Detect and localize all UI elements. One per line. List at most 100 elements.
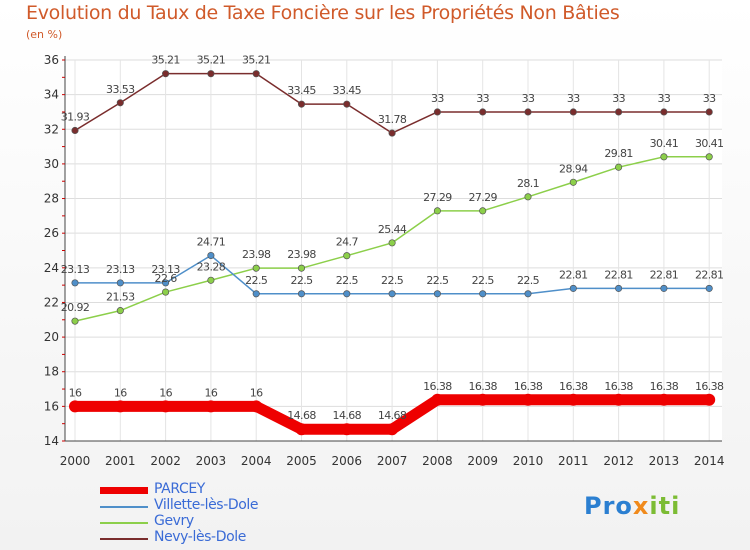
data-point-gevry xyxy=(615,163,623,171)
legend-label: Villette-lès-Dole xyxy=(154,497,259,513)
data-point-gevry xyxy=(207,276,215,284)
data-point-gevry xyxy=(116,307,124,315)
data-point-villette-l-s-dole xyxy=(705,284,713,292)
data-label-parcey: 16 xyxy=(159,386,172,399)
data-label-villette-l-s-dole: 23.13 xyxy=(106,263,135,276)
data-point-villette-l-s-dole xyxy=(297,290,306,298)
data-label-nevy-l-s-dole: 31.93 xyxy=(61,110,90,123)
y-tick-label: 32 xyxy=(44,122,59,136)
data-point-nevy-l-s-dole xyxy=(660,108,668,116)
y-tick-label: 14 xyxy=(44,434,59,448)
data-label-villette-l-s-dole: 24.71 xyxy=(197,236,226,249)
x-tick-label: 2004 xyxy=(241,454,272,468)
data-label-gevry: 27.29 xyxy=(468,191,497,204)
data-label-villette-l-s-dole: 22.5 xyxy=(245,274,268,287)
y-tick-label: 26 xyxy=(44,226,59,240)
data-point-villette-l-s-dole xyxy=(660,284,668,292)
data-point-parcey xyxy=(476,393,489,406)
legend-label: Nevy-lès-Dole xyxy=(154,529,246,545)
data-label-parcey: 14.68 xyxy=(333,409,362,422)
x-tick-label: 2006 xyxy=(332,454,363,468)
data-point-nevy-l-s-dole xyxy=(615,108,623,116)
data-point-gevry xyxy=(660,153,668,161)
legend-swatch xyxy=(100,538,148,540)
data-point-gevry xyxy=(569,178,577,186)
data-point-nevy-l-s-dole xyxy=(116,99,124,107)
chart-unit-label: (en %) xyxy=(26,28,63,41)
x-tick-label: 2003 xyxy=(196,454,227,468)
x-tick-label: 2008 xyxy=(422,454,453,468)
data-point-gevry xyxy=(162,288,170,296)
data-point-parcey xyxy=(431,393,444,406)
data-point-villette-l-s-dole xyxy=(71,279,79,287)
data-label-gevry: 30.41 xyxy=(650,137,679,150)
x-tick-label: 2014 xyxy=(694,454,725,468)
data-point-gevry xyxy=(252,264,260,272)
data-label-nevy-l-s-dole: 33 xyxy=(657,92,670,105)
data-label-gevry: 28.1 xyxy=(517,177,539,190)
data-point-parcey xyxy=(657,393,670,406)
data-label-gevry: 30.41 xyxy=(695,137,724,150)
data-point-villette-l-s-dole xyxy=(116,279,124,287)
legend-label: Gevry xyxy=(154,513,194,529)
data-point-nevy-l-s-dole xyxy=(524,108,532,116)
data-label-nevy-l-s-dole: 33 xyxy=(522,92,535,105)
x-tick-label: 2009 xyxy=(467,454,498,468)
x-tick-label: 2010 xyxy=(513,454,544,468)
data-point-villette-l-s-dole xyxy=(433,290,441,298)
data-point-gevry xyxy=(343,252,351,260)
data-label-nevy-l-s-dole: 33.45 xyxy=(333,84,362,97)
data-point-gevry xyxy=(388,239,396,247)
data-label-nevy-l-s-dole: 33 xyxy=(431,92,444,105)
data-label-gevry: 23.98 xyxy=(287,248,316,261)
data-label-gevry: 23.98 xyxy=(242,248,271,261)
data-point-villette-l-s-dole xyxy=(162,279,170,287)
data-label-nevy-l-s-dole: 33 xyxy=(476,92,489,105)
data-label-nevy-l-s-dole: 35.21 xyxy=(197,54,226,67)
data-point-gevry xyxy=(71,317,79,325)
data-point-nevy-l-s-dole xyxy=(207,70,215,78)
data-label-gevry: 20.92 xyxy=(61,301,90,314)
legend-swatch xyxy=(100,487,148,494)
data-point-parcey xyxy=(522,393,534,406)
data-label-parcey: 16.38 xyxy=(514,380,543,393)
data-label-villette-l-s-dole: 22.5 xyxy=(472,274,495,287)
data-point-parcey xyxy=(612,393,625,406)
data-point-nevy-l-s-dole xyxy=(297,100,306,108)
data-label-villette-l-s-dole: 22.81 xyxy=(559,268,588,281)
data-label-villette-l-s-dole: 22.5 xyxy=(517,274,540,287)
data-label-parcey: 16.38 xyxy=(468,380,497,393)
x-tick-label: 2000 xyxy=(60,454,91,468)
y-tick-label: 30 xyxy=(44,157,59,171)
data-label-nevy-l-s-dole: 33 xyxy=(612,92,625,105)
y-tick-label: 28 xyxy=(44,192,59,206)
data-label-nevy-l-s-dole: 31.78 xyxy=(378,113,407,126)
logo-part-2: x xyxy=(632,492,650,520)
data-point-parcey xyxy=(703,393,716,406)
data-point-gevry xyxy=(297,264,306,272)
data-label-villette-l-s-dole: 22.81 xyxy=(604,268,633,281)
data-label-gevry: 28.94 xyxy=(559,162,588,175)
x-tick-label: 2005 xyxy=(286,454,317,468)
data-point-parcey xyxy=(204,400,217,413)
data-label-parcey: 16.38 xyxy=(695,380,724,393)
data-label-parcey: 16 xyxy=(250,386,263,399)
data-point-villette-l-s-dole xyxy=(479,290,487,298)
data-point-nevy-l-s-dole xyxy=(162,70,170,78)
data-label-gevry: 29.81 xyxy=(604,147,633,160)
data-point-villette-l-s-dole xyxy=(388,290,396,298)
x-tick-label: 2007 xyxy=(377,454,408,468)
data-point-gevry xyxy=(433,207,441,215)
data-point-parcey xyxy=(159,400,172,413)
data-label-parcey: 16 xyxy=(69,386,82,399)
x-tick-label: 2002 xyxy=(150,454,181,468)
x-tick-label: 2001 xyxy=(105,454,136,468)
data-label-parcey: 16 xyxy=(114,386,127,399)
y-tick-label: 16 xyxy=(44,399,59,413)
data-point-villette-l-s-dole xyxy=(343,290,351,298)
data-label-gevry: 25.44 xyxy=(378,223,407,236)
data-point-parcey xyxy=(250,400,263,413)
data-point-gevry xyxy=(524,193,532,201)
proxiti-logo: Proxiti xyxy=(584,492,680,520)
